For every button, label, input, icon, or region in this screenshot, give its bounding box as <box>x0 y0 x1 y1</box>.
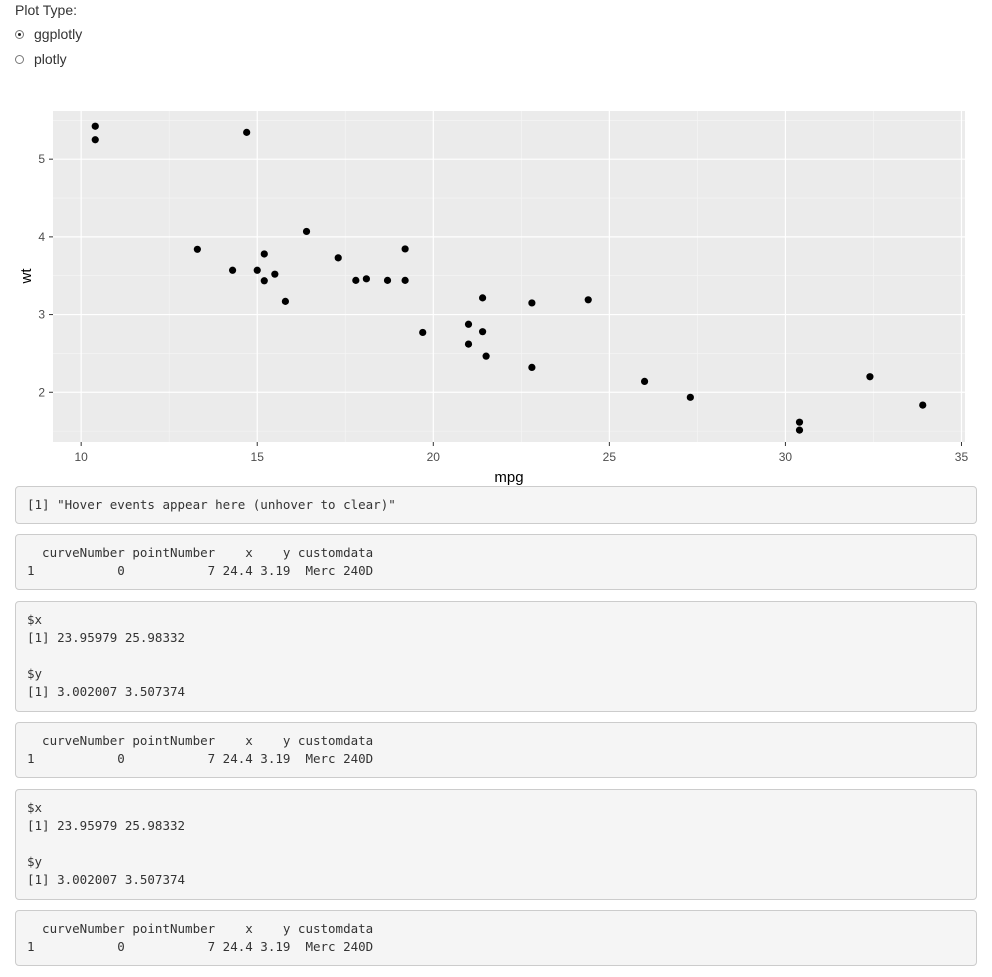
y-tick-label: 3 <box>38 308 45 322</box>
brush-range-output: $x [1] 23.95979 25.98332 $y [1] 3.002007… <box>15 789 977 900</box>
data-point[interactable] <box>193 245 201 253</box>
data-point[interactable] <box>362 275 370 283</box>
radio-label-plotly: plotly <box>34 51 67 67</box>
data-point[interactable] <box>478 328 487 336</box>
data-point[interactable] <box>271 270 279 278</box>
radio-plotly[interactable]: plotly <box>15 51 67 68</box>
major-gridlines <box>53 111 965 442</box>
data-point[interactable] <box>528 299 536 307</box>
data-point[interactable] <box>584 296 592 304</box>
selection-output: curveNumber pointNumber x y customdata 1… <box>15 910 977 966</box>
y-tick-label: 5 <box>38 152 45 166</box>
data-point[interactable] <box>482 352 490 360</box>
data-point[interactable] <box>478 294 487 302</box>
data-point[interactable] <box>260 250 268 258</box>
radio-unchecked-icon[interactable] <box>15 55 24 64</box>
y-tick-label: 2 <box>38 385 45 399</box>
click-output: curveNumber pointNumber x y customdata 1… <box>15 534 977 590</box>
x-tick-label: 20 <box>427 450 441 464</box>
data-point[interactable] <box>528 363 536 372</box>
data-point[interactable] <box>464 320 473 328</box>
hover-output: [1] "Hover events appear here (unhover t… <box>15 486 977 524</box>
data-point[interactable] <box>228 266 237 274</box>
data-point[interactable] <box>686 393 694 401</box>
data-point[interactable] <box>281 297 290 305</box>
brushing-output: curveNumber pointNumber x y customdata 1… <box>15 722 977 778</box>
minor-gridlines <box>53 111 965 442</box>
y-tick-label: 4 <box>38 230 45 244</box>
selected-range-output: $x [1] 23.95979 25.98332 $y [1] 3.002007… <box>15 601 977 712</box>
data-point[interactable] <box>419 328 427 337</box>
data-point[interactable] <box>260 277 268 285</box>
x-tick-label: 10 <box>74 450 88 464</box>
data-point[interactable] <box>334 254 342 262</box>
y-axis-label: wt <box>18 268 35 285</box>
y-axis-ticks: 2 3 4 5 <box>38 152 53 399</box>
radio-checked-icon[interactable] <box>15 30 24 39</box>
data-point[interactable] <box>401 276 409 284</box>
plot-type-label: Plot Type: <box>15 2 78 18</box>
data-point[interactable] <box>253 266 261 274</box>
data-points[interactable] <box>91 122 927 434</box>
x-axis-ticks: 10 15 20 25 30 35 <box>74 442 968 464</box>
data-point[interactable] <box>464 340 473 348</box>
x-tick-label: 15 <box>251 450 265 464</box>
x-tick-label: 30 <box>779 450 793 464</box>
x-axis-label: mpg <box>494 469 523 486</box>
data-point[interactable] <box>352 276 360 284</box>
data-point[interactable] <box>91 136 99 144</box>
data-point[interactable] <box>866 373 874 381</box>
data-point[interactable] <box>401 245 409 253</box>
data-point[interactable] <box>795 426 804 434</box>
plot-panel[interactable] <box>53 111 965 442</box>
x-tick-label: 35 <box>955 450 969 464</box>
data-point[interactable] <box>243 128 251 136</box>
data-point[interactable] <box>919 401 927 409</box>
x-tick-label: 25 <box>603 450 617 464</box>
data-point[interactable] <box>640 377 649 385</box>
data-point[interactable] <box>795 418 804 426</box>
radio-ggplotly[interactable]: ggplotly <box>15 26 82 43</box>
data-point[interactable] <box>383 276 392 284</box>
scatter-plot[interactable]: 10 15 20 25 30 35 2 3 4 5 mpg wt <box>0 0 992 490</box>
data-point[interactable] <box>91 122 99 130</box>
radio-label-ggplotly: ggplotly <box>34 26 83 42</box>
data-point[interactable] <box>302 227 311 236</box>
